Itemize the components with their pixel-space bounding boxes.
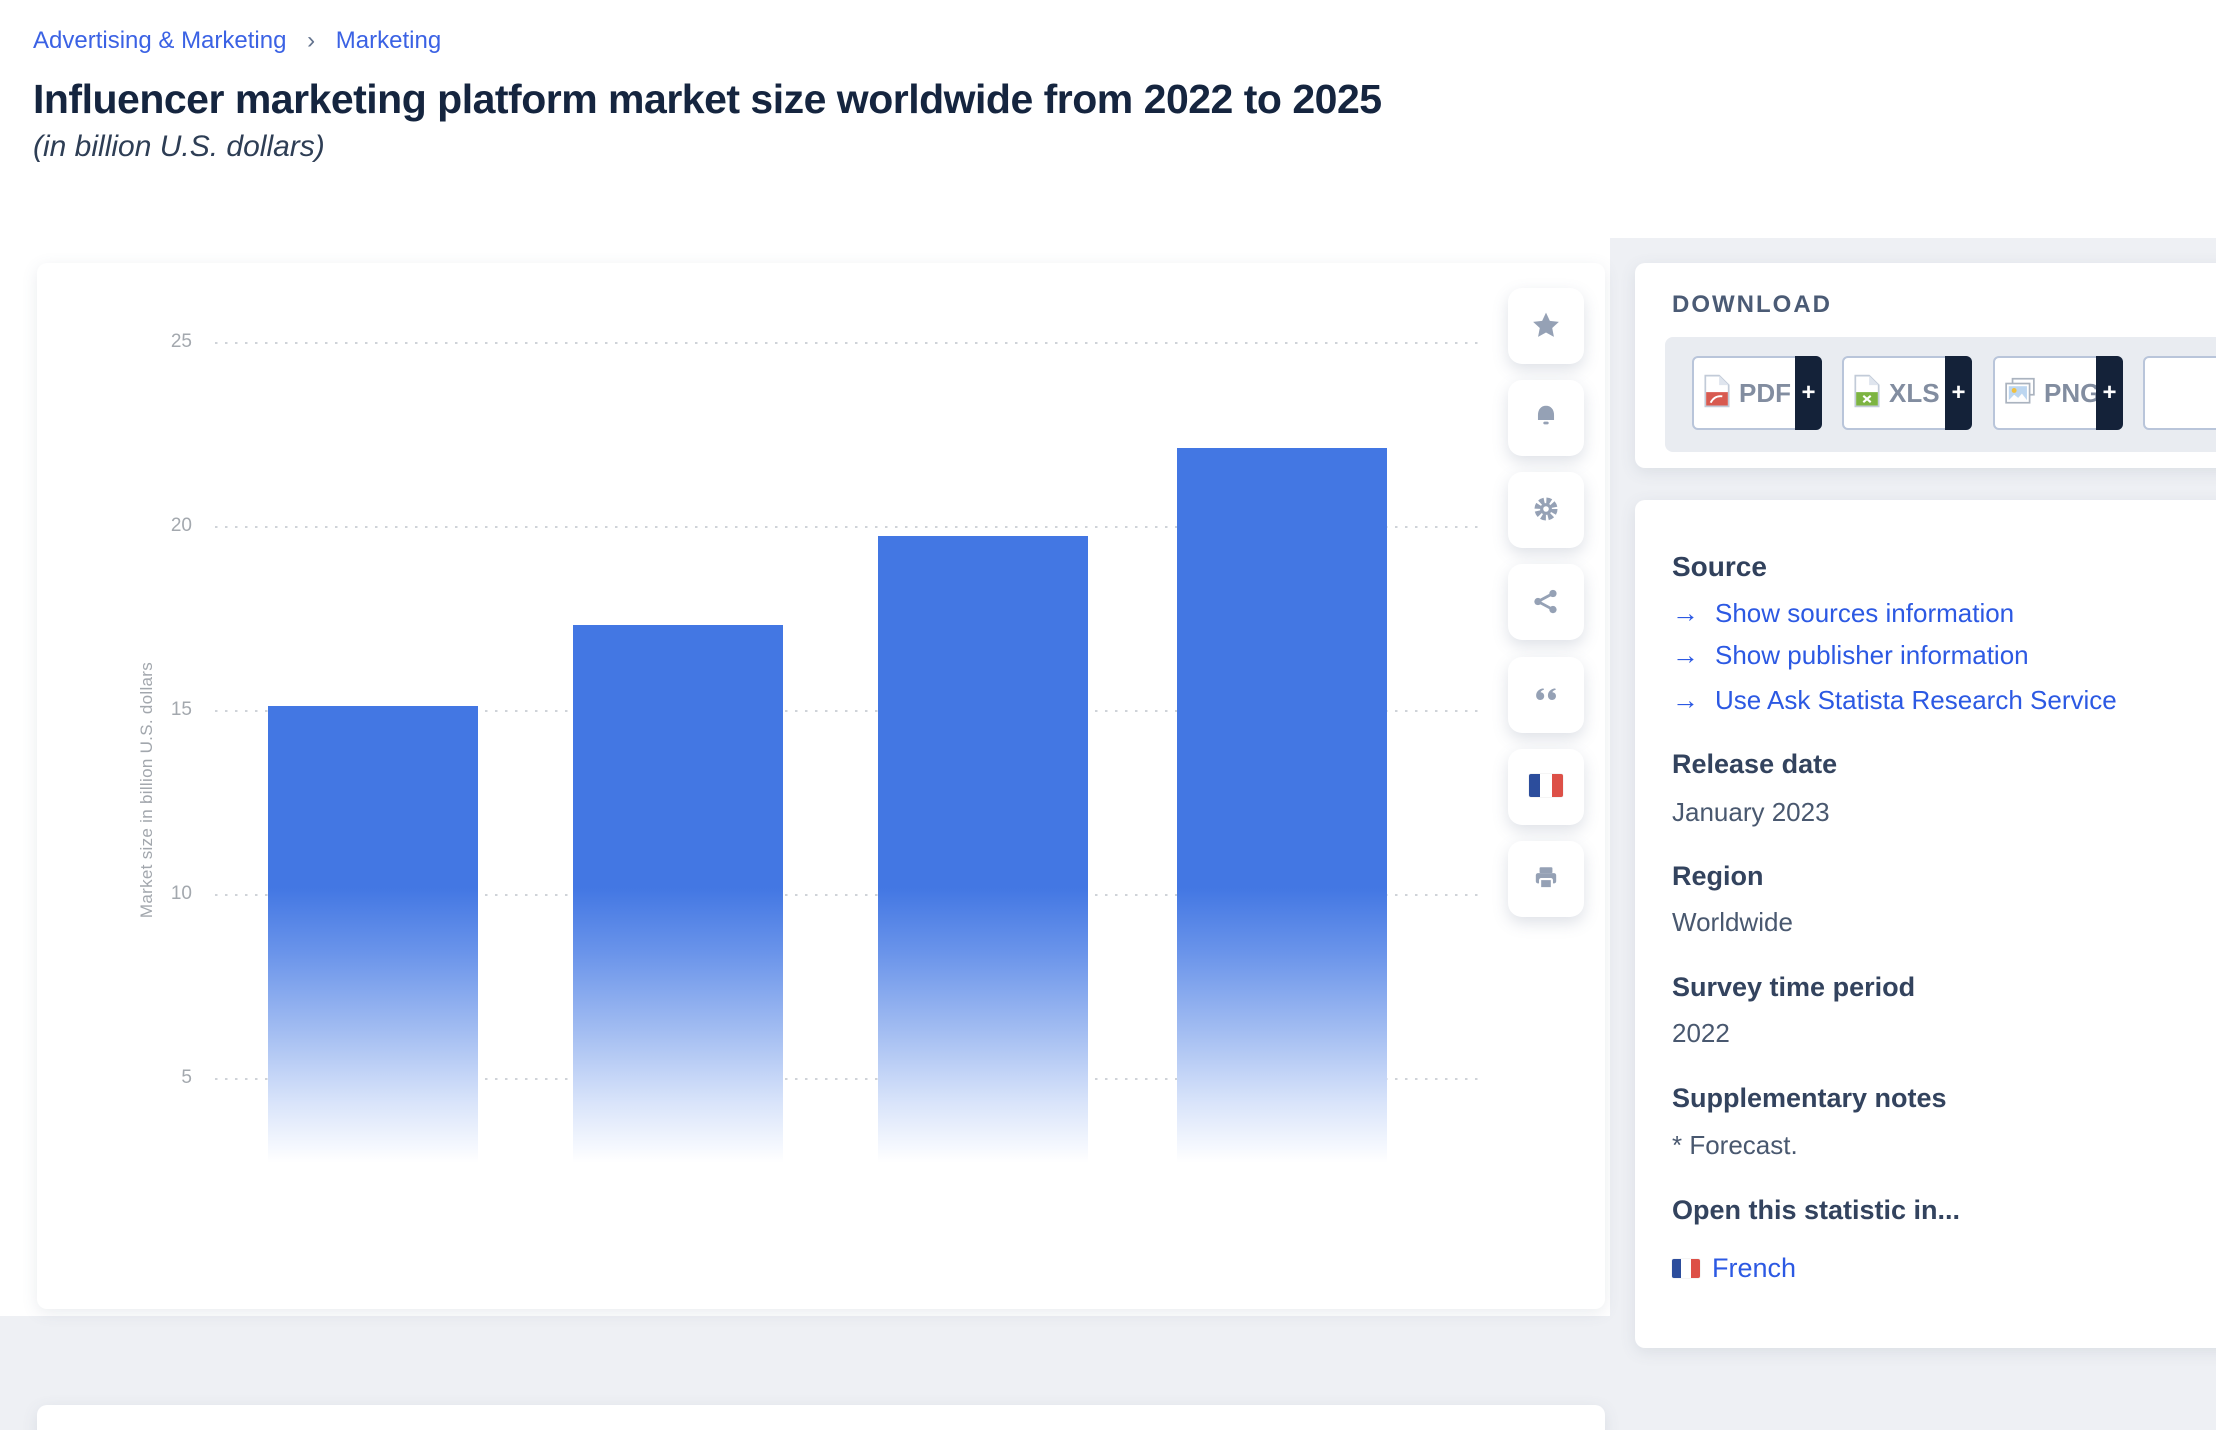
alert-bell-button[interactable]	[1508, 380, 1584, 456]
y-tick-label: 15	[170, 699, 192, 720]
arrow-right-icon: →	[1672, 685, 1699, 715]
settings-gear-button[interactable]	[1508, 472, 1584, 548]
bar-2024[interactable]	[878, 536, 1088, 1163]
next-section-card	[37, 1405, 1605, 1430]
field-value: January 2023	[1672, 797, 1830, 827]
y-tick-label: 20	[170, 515, 192, 536]
y-tick-label: 10	[170, 883, 192, 904]
download-format-label: PNG	[2044, 377, 2101, 408]
download-xls-button[interactable]: XLS +	[1842, 356, 1972, 430]
field-value: Worldwide	[1672, 907, 1793, 937]
language-french-flag-icon	[1529, 774, 1563, 800]
source-link-label: Show publisher information	[1715, 640, 2029, 670]
source-link-1[interactable]: → Show sources information	[1672, 598, 2014, 629]
source-info-panel: Source → Show sources information → Show pu…	[1635, 500, 2216, 1348]
bar-2025[interactable]	[1177, 448, 1387, 1163]
source-heading: Source	[1672, 551, 1767, 582]
download-format-label: PDF	[1739, 377, 1791, 408]
gridline-15	[215, 710, 1480, 712]
french-flag-icon	[1672, 1259, 1700, 1278]
y-tick-label: 25	[170, 331, 192, 352]
download-panel: DOWNLOAD PDF + XLS + PNG +	[1635, 263, 2216, 468]
download-extra-button[interactable]	[2143, 356, 2216, 430]
page-subtitle: (in billion U.S. dollars)	[33, 130, 325, 163]
field-label: Supplementary notes	[1672, 1083, 1947, 1113]
source-link-2[interactable]: → Show publisher information	[1672, 640, 2029, 671]
bar-2022[interactable]	[268, 706, 478, 1163]
alert-bell-icon	[1531, 402, 1561, 435]
download-panel-title: DOWNLOAD	[1672, 291, 1832, 318]
source-link-label: Use Ask Statista Research Service	[1715, 685, 2117, 715]
xls-file-icon	[1853, 374, 1881, 413]
share-button[interactable]	[1508, 564, 1584, 640]
open-statistic-heading: Open this statistic in...	[1672, 1195, 1961, 1225]
add-to-download-plus-button[interactable]: +	[1945, 356, 1972, 430]
download-buttons-tray: PDF + XLS + PNG +	[1665, 337, 2216, 452]
open-in-french-link[interactable]: French	[1672, 1253, 1796, 1284]
gridline-20	[215, 526, 1480, 528]
gridline-10	[215, 894, 1480, 896]
download-png-button[interactable]: PNG +	[1993, 356, 2123, 430]
chart-card: Market size in billion U.S. dollars 25 20…	[37, 263, 1605, 1309]
cite-quote-icon	[1531, 679, 1561, 712]
add-to-download-plus-button[interactable]: +	[2096, 356, 2123, 430]
breadcrumb-link-advertising-marketing[interactable]: Advertising & Marketing	[33, 27, 287, 54]
breadcrumb-separator: ›	[307, 27, 316, 54]
bar-2023[interactable]	[573, 625, 783, 1163]
language-french-flag-button[interactable]	[1508, 749, 1584, 825]
french-language-label: French	[1712, 1253, 1797, 1283]
favorite-star-button[interactable]	[1508, 288, 1584, 364]
png-file-icon	[2004, 377, 2036, 410]
source-link-3[interactable]: → Use Ask Statista Research Service	[1672, 685, 2117, 716]
arrow-right-icon: →	[1672, 598, 1699, 628]
arrow-right-icon: →	[1672, 640, 1699, 670]
gridline-25	[215, 342, 1480, 344]
source-link-label: Show sources information	[1715, 598, 2015, 628]
print-icon	[1531, 863, 1561, 896]
settings-gear-icon	[1531, 494, 1561, 527]
field-label: Release date	[1672, 749, 1838, 779]
pdf-file-icon	[1703, 374, 1731, 413]
print-button[interactable]	[1508, 841, 1584, 917]
field-label: Region	[1672, 861, 1764, 891]
add-to-download-plus-button[interactable]: +	[1795, 356, 1822, 430]
download-format-label: XLS	[1889, 377, 1940, 408]
field-value: * Forecast.	[1672, 1130, 1798, 1160]
cite-quote-button[interactable]	[1508, 657, 1584, 733]
y-tick-label: 5	[181, 1067, 192, 1088]
field-label: Survey time period	[1672, 972, 1916, 1002]
download-pdf-button[interactable]: PDF +	[1692, 356, 1822, 430]
breadcrumb-link-marketing[interactable]: Marketing	[335, 27, 442, 54]
gridline-5	[215, 1078, 1480, 1080]
page-title: Influencer marketing platform market siz…	[33, 76, 1382, 122]
breadcrumb: Advertising & Marketing › Marketing	[33, 27, 441, 55]
favorite-star-icon	[1531, 310, 1561, 343]
field-value: 2022	[1672, 1018, 1730, 1048]
share-icon	[1531, 586, 1561, 619]
